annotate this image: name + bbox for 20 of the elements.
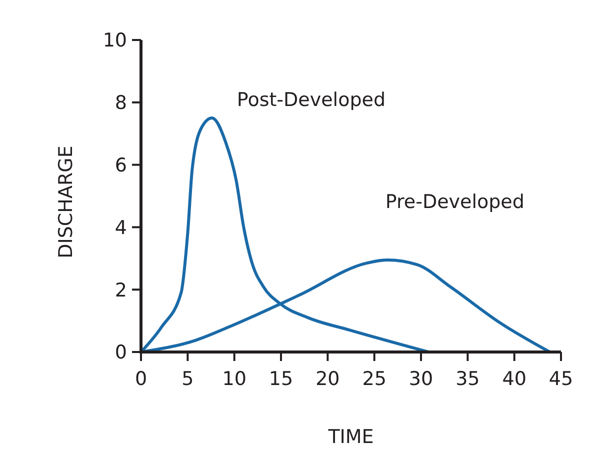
y-tick-label: 8 xyxy=(114,92,127,114)
y-axis-title: DISCHARGE xyxy=(55,146,77,258)
x-tick-label: 5 xyxy=(182,368,194,390)
y-tick-label: 10 xyxy=(102,30,127,52)
y-tick-label: 4 xyxy=(114,216,127,239)
y-tick-label: 0 xyxy=(114,342,127,364)
series-label: Post-Developed xyxy=(236,89,386,111)
x-tick-label: 10 xyxy=(222,368,246,390)
x-tick-label: 15 xyxy=(268,368,294,390)
x-tick-label: 0 xyxy=(134,368,148,390)
y-tick-label: 6 xyxy=(114,154,127,176)
x-tick-label: 40 xyxy=(502,368,526,390)
x-tick-label: 45 xyxy=(548,368,574,390)
x-tick-label: 35 xyxy=(456,368,480,390)
text: Pre-Developed xyxy=(385,190,524,213)
x-tick-label: 30 xyxy=(408,368,434,390)
x-tick-label: 20 xyxy=(316,368,340,390)
x-tick-label: 25 xyxy=(362,368,386,390)
x-axis-title: TIME xyxy=(327,426,374,448)
y-tick-label: 2 xyxy=(114,279,127,302)
